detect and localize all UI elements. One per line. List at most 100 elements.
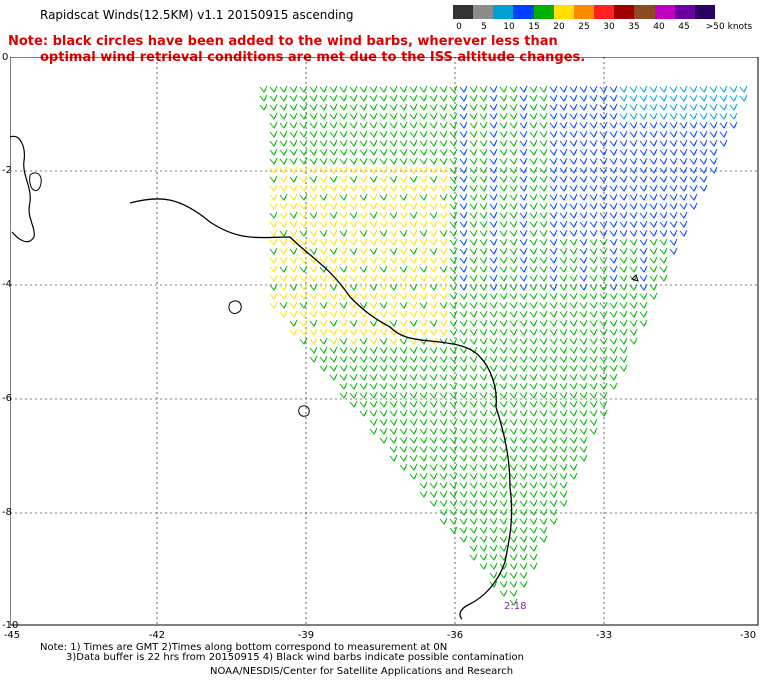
wind-barb bbox=[509, 463, 518, 471]
wind-barb bbox=[489, 94, 498, 102]
wind-barb bbox=[409, 121, 418, 129]
wind-barb bbox=[499, 121, 508, 129]
wind-barb bbox=[399, 139, 408, 147]
wind-barb bbox=[549, 94, 558, 102]
wind-barb bbox=[579, 247, 588, 255]
wind-barb bbox=[479, 283, 488, 291]
wind-barb bbox=[499, 292, 508, 300]
wind-barb bbox=[569, 463, 578, 471]
wind-barb bbox=[669, 211, 678, 219]
wind-barb bbox=[289, 319, 298, 327]
wind-barb bbox=[449, 526, 458, 534]
wind-barb bbox=[559, 85, 568, 93]
wind-barb bbox=[469, 481, 478, 489]
wind-barb bbox=[439, 481, 448, 489]
wind-barb bbox=[519, 391, 528, 399]
wind-barb bbox=[439, 364, 448, 372]
wind-barb bbox=[429, 445, 438, 453]
wind-barb bbox=[419, 166, 428, 174]
wind-barb bbox=[489, 481, 498, 489]
wind-barb bbox=[429, 247, 438, 255]
wind-barb bbox=[309, 166, 318, 174]
wind-barb bbox=[489, 166, 498, 174]
wind-barb bbox=[449, 112, 458, 120]
wind-barb bbox=[479, 544, 488, 552]
wind-barb bbox=[549, 103, 558, 111]
wind-barb bbox=[389, 445, 398, 453]
wind-barb bbox=[269, 148, 278, 156]
wind-barb bbox=[539, 382, 548, 390]
wind-barb bbox=[609, 274, 618, 282]
wind-barb bbox=[609, 94, 618, 102]
wind-barb bbox=[699, 166, 708, 174]
wind-barb bbox=[509, 418, 518, 426]
wind-barb bbox=[359, 193, 368, 201]
wind-barb bbox=[429, 292, 438, 300]
wind-barb bbox=[279, 193, 288, 201]
wind-barb bbox=[379, 130, 388, 138]
wind-barb bbox=[349, 373, 358, 381]
wind-barb bbox=[329, 103, 338, 111]
wind-barb bbox=[359, 202, 368, 210]
wind-barb bbox=[499, 526, 508, 534]
wind-barb bbox=[399, 157, 408, 165]
wind-barb bbox=[459, 274, 468, 282]
wind-barb bbox=[519, 256, 528, 264]
wind-barb bbox=[269, 220, 278, 228]
wind-barb bbox=[449, 292, 458, 300]
wind-barb bbox=[469, 391, 478, 399]
wind-barb bbox=[579, 283, 588, 291]
wind-barb bbox=[479, 103, 488, 111]
island-mexiana bbox=[29, 172, 42, 191]
wind-barb bbox=[539, 418, 548, 426]
wind-barb bbox=[509, 103, 518, 111]
wind-barb bbox=[559, 337, 568, 345]
wind-barb bbox=[399, 256, 408, 264]
wind-barb bbox=[559, 238, 568, 246]
colorbar-swatch bbox=[634, 5, 655, 19]
wind-barb bbox=[419, 94, 428, 102]
wind-barb bbox=[479, 175, 488, 183]
wind-barb bbox=[349, 238, 358, 246]
wind-barb bbox=[319, 193, 328, 201]
wind-barb bbox=[369, 121, 378, 129]
wind-barb bbox=[589, 238, 598, 246]
wind-barb bbox=[539, 454, 548, 462]
wind-barb bbox=[429, 418, 438, 426]
wind-barb bbox=[369, 202, 378, 210]
wind-barb bbox=[589, 391, 598, 399]
wind-barb bbox=[449, 355, 458, 363]
wind-barb bbox=[289, 202, 298, 210]
wind-barb bbox=[639, 94, 648, 102]
wind-barb bbox=[499, 454, 508, 462]
wind-barb bbox=[469, 382, 478, 390]
wind-barb bbox=[319, 157, 328, 165]
wind-barb bbox=[639, 184, 648, 192]
wind-barb bbox=[419, 283, 428, 291]
wind-barb bbox=[589, 247, 598, 255]
wind-barb bbox=[539, 103, 548, 111]
wind-barb bbox=[389, 355, 398, 363]
wind-barb bbox=[499, 571, 508, 579]
wind-barb bbox=[719, 139, 728, 147]
wind-barb bbox=[409, 373, 418, 381]
wind-barb bbox=[639, 166, 648, 174]
wind-barb bbox=[489, 328, 498, 336]
wind-barb bbox=[559, 157, 568, 165]
wind-barb bbox=[529, 391, 538, 399]
wind-barb bbox=[349, 148, 358, 156]
wind-barb bbox=[469, 103, 478, 111]
wind-barb bbox=[479, 310, 488, 318]
wind-barb bbox=[459, 490, 468, 498]
wind-barb bbox=[439, 499, 448, 507]
wind-barb bbox=[509, 175, 518, 183]
wind-barb bbox=[539, 256, 548, 264]
colorbar-label: 0 bbox=[456, 22, 462, 32]
wind-barb bbox=[289, 220, 298, 228]
wind-barb bbox=[319, 148, 328, 156]
wind-barb bbox=[469, 220, 478, 228]
wind-barb bbox=[389, 436, 398, 444]
wind-barb bbox=[459, 220, 468, 228]
wind-barb bbox=[459, 301, 468, 309]
wind-barb bbox=[519, 580, 528, 588]
